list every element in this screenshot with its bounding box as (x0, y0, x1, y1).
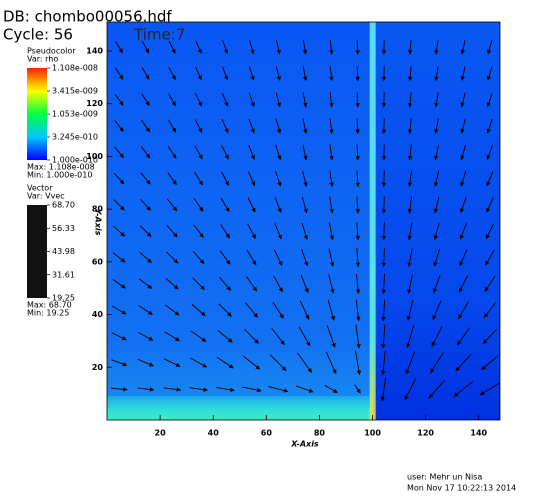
x-tick-label: 100 (364, 429, 381, 438)
legend-tick-label: 3.245e-010 (52, 132, 98, 141)
x-tick-label: 140 (470, 429, 487, 438)
field-bottom-band (107, 396, 373, 420)
legend-bar (27, 68, 47, 160)
user-label: user: Mehr un Nisa (407, 473, 482, 482)
y-tick-label: 80 (92, 205, 104, 214)
legend-tick-label: 43.98 (52, 247, 75, 256)
vector-glyph (384, 197, 385, 214)
legend-tick-label: 3.415e-009 (52, 87, 98, 96)
x-axis-title: X-Axis (290, 440, 319, 449)
x-tick-label: 80 (314, 429, 326, 438)
field-seam (370, 22, 376, 420)
legend-bar (27, 205, 47, 298)
y-tick-label: 20 (92, 363, 104, 372)
legend-tick-label: 56.33 (52, 224, 75, 233)
vector-glyph (357, 66, 358, 80)
legend-tick-label: 1.108e-008 (52, 64, 98, 73)
x-tick-label: 120 (417, 429, 434, 438)
timestamp: Mon Nov 17 10:22:13 2014 (407, 484, 516, 493)
legend-min: Min: 19.25 (27, 309, 69, 318)
legend-tick-label: 68.70 (52, 201, 75, 210)
legend-variable: Var: Vvec (27, 192, 65, 201)
legend-tick-label: 31.61 (52, 270, 75, 279)
vector-glyph (357, 40, 358, 54)
vector-glyph (384, 171, 385, 187)
x-tick-label: 40 (208, 429, 220, 438)
y-tick-label: 40 (92, 310, 104, 319)
y-tick-label: 60 (92, 257, 104, 266)
y-tick-label: 140 (86, 46, 103, 55)
legend-tick-label: 1.053e-009 (52, 109, 98, 118)
time-label: Time:7 (133, 26, 185, 44)
x-tick-label: 60 (261, 429, 273, 438)
legend-variable: Var: rho (27, 55, 58, 64)
x-tick-label: 20 (155, 429, 167, 438)
cycle-label: Cycle: 56 (3, 26, 73, 44)
field-left (107, 22, 373, 420)
plot-area (107, 22, 500, 420)
legend-min: Min: 1.000e-010 (27, 171, 92, 180)
y-tick-label: 120 (86, 99, 103, 108)
field-right (373, 22, 500, 420)
